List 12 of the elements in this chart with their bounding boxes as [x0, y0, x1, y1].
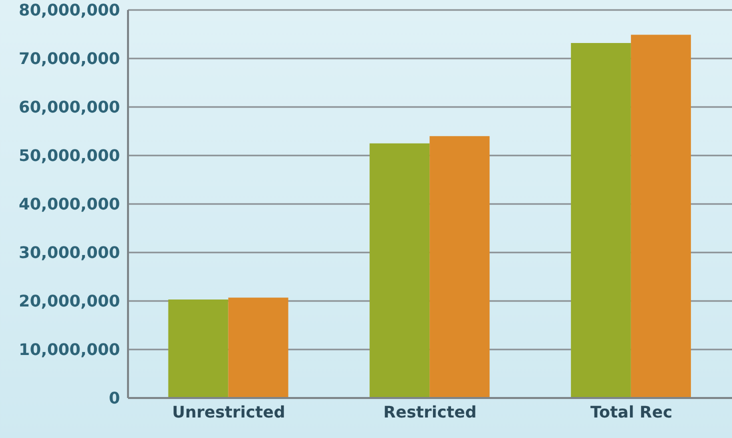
y-tick-label: 70,000,000 — [18, 49, 120, 68]
y-tick-label: 60,000,000 — [18, 98, 120, 117]
x-tick-label: Total Rec — [590, 402, 672, 422]
x-tick-label: Restricted — [383, 402, 477, 422]
x-tick-label: Unrestricted — [172, 402, 286, 422]
y-tick-label: 80,000,000 — [18, 0, 120, 20]
y-tick-label: 50,000,000 — [18, 146, 120, 166]
y-tick-label: 10,000,000 — [18, 340, 120, 360]
y-tick-label: 20,000,000 — [18, 292, 120, 311]
y-tick-label: 0 — [108, 388, 120, 408]
y-tick-label: 30,000,000 — [18, 243, 120, 262]
y-tick-label: 40,000,000 — [18, 194, 120, 214]
